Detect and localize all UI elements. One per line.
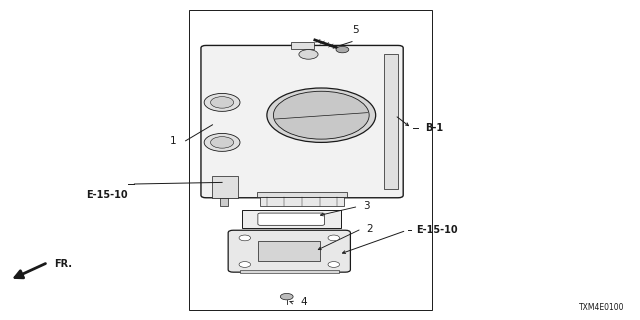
Bar xyxy=(242,211,340,228)
FancyBboxPatch shape xyxy=(201,45,403,198)
Bar xyxy=(220,198,228,206)
Text: E-15-10: E-15-10 xyxy=(86,190,128,200)
Bar xyxy=(257,192,347,197)
Bar xyxy=(259,241,320,261)
Text: TXM4E0100: TXM4E0100 xyxy=(579,303,624,312)
Circle shape xyxy=(336,46,349,53)
Circle shape xyxy=(299,50,318,59)
Text: 4: 4 xyxy=(301,297,307,308)
Circle shape xyxy=(280,293,293,300)
Text: 3: 3 xyxy=(364,201,370,212)
Circle shape xyxy=(211,97,234,108)
Circle shape xyxy=(328,235,339,241)
Bar xyxy=(240,269,339,273)
Bar xyxy=(189,10,432,310)
Text: E-15-10: E-15-10 xyxy=(416,225,458,236)
Circle shape xyxy=(267,88,376,142)
Circle shape xyxy=(273,91,369,139)
Text: FR.: FR. xyxy=(54,259,72,269)
Circle shape xyxy=(204,93,240,111)
Text: B-1: B-1 xyxy=(426,123,444,133)
FancyBboxPatch shape xyxy=(228,230,351,272)
FancyBboxPatch shape xyxy=(258,213,324,225)
Bar xyxy=(212,176,238,198)
Text: 5: 5 xyxy=(352,25,358,35)
Bar xyxy=(291,42,314,49)
Bar xyxy=(260,197,344,206)
Text: 2: 2 xyxy=(367,224,373,234)
Bar xyxy=(384,54,398,189)
Circle shape xyxy=(328,262,339,268)
Circle shape xyxy=(211,137,234,148)
Circle shape xyxy=(239,262,251,268)
Circle shape xyxy=(204,133,240,151)
Text: 1: 1 xyxy=(170,136,176,146)
Circle shape xyxy=(239,235,251,241)
